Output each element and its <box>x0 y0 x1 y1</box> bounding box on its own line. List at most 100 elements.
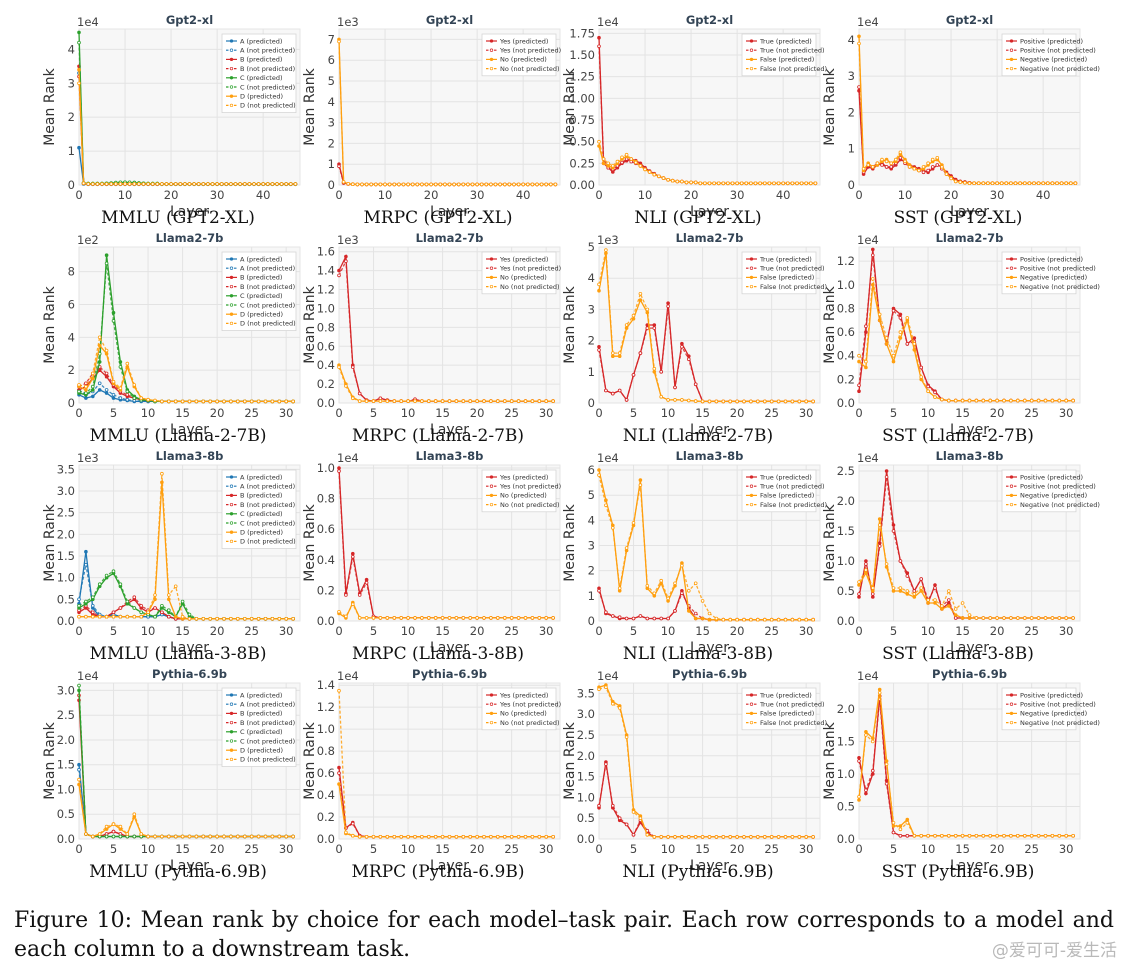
data-point <box>749 617 753 622</box>
data-point <box>894 157 898 162</box>
data-point <box>77 389 81 394</box>
data-point <box>707 835 712 839</box>
data-point <box>638 291 643 296</box>
data-point <box>905 571 910 575</box>
data-point <box>104 388 109 392</box>
legend-marker <box>229 739 234 743</box>
x-tick-label: 25 <box>244 406 259 420</box>
data-point <box>921 170 926 175</box>
y-tick-label: 0.8 <box>317 744 335 758</box>
data-point <box>604 610 608 615</box>
data-point <box>857 389 861 394</box>
data-point <box>125 614 130 619</box>
legend-marker <box>489 48 494 52</box>
x-tick-label: 25 <box>1024 406 1039 420</box>
x-tick-label: 20 <box>730 406 745 420</box>
x-tick-label: 15 <box>175 842 190 856</box>
data-point <box>601 161 606 166</box>
x-tick-label: 30 <box>279 842 294 856</box>
y-axis-label: Mean Rank <box>302 503 318 581</box>
x-tick-label: 25 <box>504 406 519 420</box>
x-tick-label: 15 <box>175 406 190 420</box>
data-point <box>870 165 875 169</box>
legend-marker <box>229 103 234 108</box>
data-point <box>509 616 514 620</box>
x-axis-label: Layer <box>950 640 989 656</box>
data-point <box>1064 834 1069 838</box>
data-point <box>953 616 958 620</box>
data-point <box>657 174 661 179</box>
legend: A (predicted) A (not predicted)B (predict… <box>221 687 297 767</box>
data-point <box>870 586 875 590</box>
legend-label: Negative (predicted) <box>1020 710 1087 718</box>
legend-label: Positive (predicted) <box>1020 37 1083 45</box>
data-point <box>905 592 910 596</box>
data-point <box>210 182 215 186</box>
data-point <box>735 181 739 186</box>
data-point <box>797 617 802 622</box>
x-tick-label: 0 <box>75 842 82 856</box>
chart-gpt2-nli: 0.00 0.25 0.50 0.75 1.00 1.25 1.50 1.75 0 10 20 30 4… <box>562 13 827 220</box>
legend-marker <box>489 275 494 280</box>
x-tick-label: 30 <box>799 406 814 420</box>
legend: True (predicted)True (not predicted)Fals… <box>741 687 827 731</box>
x-tick-label: 30 <box>1059 624 1074 638</box>
legend: Yes (predicted) Yes (not predicted)No (pr… <box>481 469 561 513</box>
data-point <box>730 181 735 186</box>
y-tick-label: 6 <box>68 297 75 311</box>
data-point <box>399 616 403 620</box>
data-point <box>631 810 636 814</box>
legend-label: Positive (not predicted) <box>1020 265 1096 273</box>
data-point <box>169 182 173 186</box>
data-point <box>857 580 861 584</box>
legend-label: True (not predicted) <box>759 483 825 491</box>
data-point <box>891 529 896 533</box>
data-point <box>905 589 910 593</box>
data-point <box>963 181 967 185</box>
data-point <box>905 574 910 578</box>
data-point <box>804 835 809 839</box>
data-point <box>1036 834 1041 838</box>
legend-marker <box>229 57 234 62</box>
y-tick-label: 1.4 <box>317 678 335 692</box>
data-point <box>958 180 963 184</box>
data-point <box>864 562 868 566</box>
x-tick-label: 25 <box>1024 624 1039 638</box>
data-point <box>1073 181 1078 186</box>
x-tick-label: 5 <box>890 624 897 638</box>
data-point <box>1009 616 1013 620</box>
data-point <box>988 834 993 838</box>
data-point <box>399 835 403 839</box>
data-point <box>631 521 636 525</box>
legend-marker <box>489 39 494 43</box>
legend-marker <box>229 711 234 716</box>
data-point <box>454 835 459 839</box>
legend-label: D (predicted) <box>240 747 283 755</box>
data-point <box>125 389 130 394</box>
chart-title: Gpt2-xl <box>686 13 733 27</box>
data-point <box>926 601 930 605</box>
data-point <box>735 617 739 622</box>
legend: A (predicted) A (not predicted)B (predict… <box>221 33 297 113</box>
legend-label: No (not predicted) <box>500 719 560 727</box>
x-tick-label: 0 <box>855 188 862 202</box>
data-point <box>364 835 369 839</box>
legend-marker <box>489 475 494 479</box>
legend-marker <box>749 48 754 52</box>
data-point <box>433 616 438 620</box>
data-point <box>721 617 726 622</box>
data-point <box>516 399 521 403</box>
data-point <box>749 835 753 839</box>
data-point <box>981 834 986 838</box>
data-point <box>433 399 438 403</box>
data-point <box>118 396 123 400</box>
data-point <box>631 833 636 837</box>
data-point <box>104 834 109 839</box>
y-tick-label: 4 <box>68 330 75 344</box>
data-point <box>125 361 130 366</box>
data-point <box>763 181 767 186</box>
y-tick-label: 0.8 <box>837 301 855 315</box>
y-axis-label: Mean Rank <box>822 285 838 363</box>
data-point <box>1064 181 1069 186</box>
data-point <box>141 182 146 186</box>
